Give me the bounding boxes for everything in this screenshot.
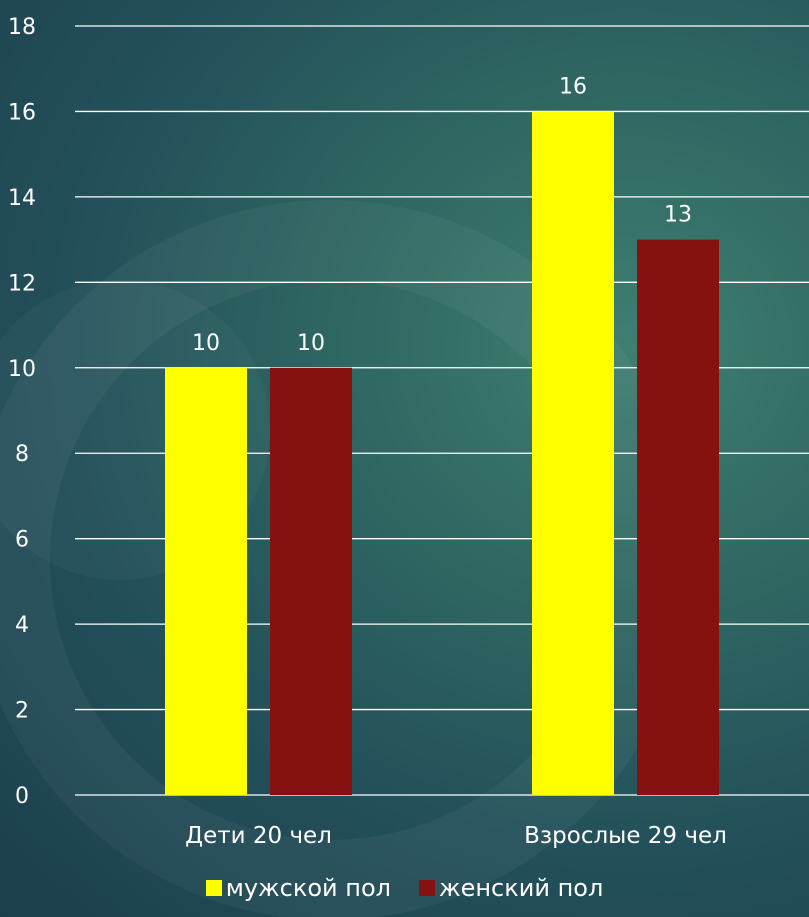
y-tick-label-6: 6: [15, 528, 29, 553]
y-tick-label-0: 0: [15, 784, 29, 809]
bar-female-1: [637, 239, 719, 796]
x-axis-categories: Дети 20 чел Взрослые 29 чел: [185, 823, 727, 849]
y-tick-label-16: 16: [8, 100, 36, 125]
y-tick-label-14: 14: [8, 186, 36, 211]
legend-item-male: мужской пол: [205, 874, 391, 902]
legend-swatch-male: [205, 880, 222, 896]
data-labels: 10 10 16 13: [192, 74, 692, 355]
x-category-label-0: Дети 20 чел: [185, 823, 332, 849]
bar-female-0: [270, 367, 352, 795]
legend-item-female: женский пол: [418, 874, 604, 902]
x-category-label-1: Взрослые 29 чел: [524, 823, 727, 849]
data-label-male-1: 16: [559, 74, 587, 99]
bar-male-0: [165, 367, 247, 795]
y-tick-label-8: 8: [15, 442, 29, 467]
legend-label-female: женский пол: [438, 874, 604, 902]
data-label-male-0: 10: [192, 331, 220, 356]
y-tick-label-4: 4: [15, 613, 29, 638]
data-label-female-1: 13: [664, 203, 692, 228]
legend-label-male: мужской пол: [225, 874, 391, 902]
bar-male-1: [532, 111, 614, 795]
y-tick-label-10: 10: [8, 357, 36, 382]
bars: [165, 111, 719, 796]
legend: мужской пол женский пол: [0, 874, 809, 902]
y-tick-label-2: 2: [15, 699, 29, 724]
data-label-female-0: 10: [297, 331, 325, 356]
legend-swatch-female: [418, 880, 435, 896]
y-tick-label-12: 12: [8, 271, 36, 296]
y-tick-label-18: 18: [8, 15, 36, 40]
y-axis-ticks: 0 2 4 6 8 10 12 14 16 18: [8, 15, 36, 809]
